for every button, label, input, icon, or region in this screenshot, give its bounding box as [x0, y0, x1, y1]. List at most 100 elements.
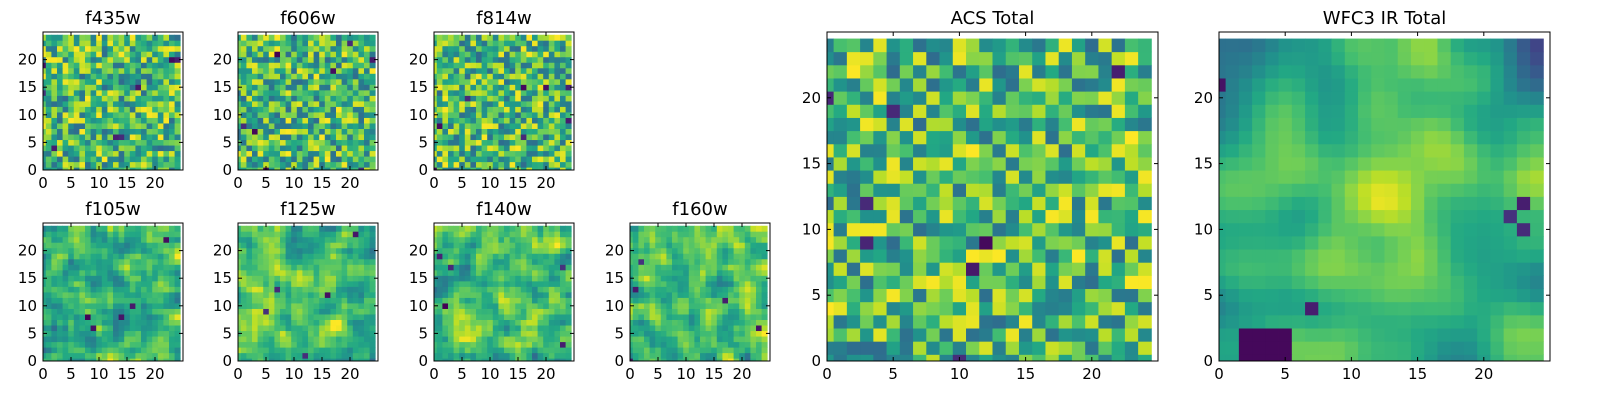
- heatmap-cell: [174, 247, 181, 254]
- heatmap-cell: [68, 292, 75, 298]
- heatmap-cell: [442, 258, 449, 265]
- heatmap-cell: [369, 264, 376, 271]
- heatmap-cell: [476, 145, 482, 152]
- heatmap-cell: [733, 314, 740, 320]
- heatmap-cell: [532, 89, 538, 96]
- x-tick-label: 0: [38, 365, 48, 383]
- heatmap-cell: [246, 128, 253, 135]
- heatmap-cell: [330, 280, 337, 287]
- heatmap-cell: [43, 352, 47, 359]
- heatmap-cell: [352, 297, 359, 304]
- heatmap-cell: [481, 325, 488, 332]
- heatmap-cell: [632, 236, 639, 243]
- heatmap-cell: [57, 236, 63, 243]
- heatmap-cell: [672, 325, 678, 332]
- heatmap-cell: [113, 225, 119, 232]
- heatmap-cell: [436, 330, 443, 337]
- heatmap-cell: [135, 286, 142, 293]
- heatmap-cell: [716, 330, 723, 337]
- heatmap-cell: [135, 275, 142, 282]
- heatmap-cell: [873, 275, 887, 290]
- heatmap-cell: [369, 325, 376, 332]
- heatmap-cell: [448, 336, 454, 343]
- heatmap-cell: [464, 101, 471, 107]
- heatmap-cell: [442, 112, 449, 118]
- heatmap-cell: [364, 117, 370, 124]
- heatmap-cell: [157, 242, 164, 249]
- heatmap-cell: [649, 319, 656, 326]
- heatmap-cell: [62, 161, 69, 168]
- heatmap-cell: [246, 247, 253, 254]
- heatmap-cell: [336, 67, 342, 74]
- heatmap-cell: [174, 40, 181, 47]
- heatmap-cell: [68, 161, 75, 168]
- heatmap-cell: [442, 128, 449, 135]
- heatmap-cell: [113, 303, 119, 309]
- heatmap-cell: [163, 269, 170, 276]
- heatmap-cell: [268, 242, 275, 249]
- heatmap-cell: [62, 264, 69, 271]
- heatmap-cell: [141, 134, 147, 141]
- heatmap-cell: [532, 258, 538, 265]
- heatmap-cell: [520, 95, 527, 102]
- heatmap-cell: [672, 286, 678, 293]
- heatmap-cell: [68, 145, 75, 152]
- heatmap-cell: [756, 258, 762, 265]
- heatmap-cell: [240, 303, 247, 309]
- heatmap-cell: [448, 117, 454, 124]
- heatmap-cell: [85, 156, 91, 163]
- heatmap-cell: [336, 297, 342, 304]
- heatmap-cell: [169, 264, 175, 271]
- heatmap-cell: [476, 275, 482, 282]
- heatmap-cell: [1124, 341, 1139, 355]
- heatmap-cell: [257, 319, 264, 326]
- heatmap-cell: [146, 308, 153, 315]
- heatmap-cell: [319, 280, 326, 287]
- heatmap-cell: [481, 231, 488, 238]
- heatmap-cell: [560, 62, 566, 69]
- heatmap-cell: [341, 336, 348, 343]
- heatmap-cell: [341, 167, 348, 171]
- heatmap-cell: [358, 156, 365, 163]
- heatmap-cell: [683, 347, 690, 354]
- heatmap-cell: [860, 301, 874, 316]
- heatmap-cell: [246, 258, 253, 265]
- heatmap-cell: [509, 117, 516, 124]
- heatmap-cell: [163, 286, 170, 293]
- heatmap-cell: [548, 84, 555, 91]
- heatmap-cell: [330, 89, 337, 96]
- heatmap-cell: [163, 156, 170, 163]
- heatmap-cell: [296, 297, 303, 304]
- heatmap-cell: [761, 253, 768, 260]
- heatmap-cell: [135, 264, 142, 271]
- heatmap-cell: [520, 275, 527, 282]
- heatmap-cell: [324, 128, 331, 135]
- heatmap-cell: [174, 286, 181, 293]
- heatmap-cell: [750, 347, 757, 354]
- heatmap-cell: [124, 134, 131, 141]
- heatmap-cell: [660, 225, 667, 232]
- heatmap-cell: [520, 236, 527, 243]
- heatmap-cell: [705, 352, 712, 359]
- heatmap-cell: [90, 269, 97, 276]
- heatmap-cell: [252, 84, 258, 91]
- heatmap-cell: [135, 225, 142, 232]
- heatmap-cell: [1138, 209, 1152, 224]
- heatmap-cell: [543, 236, 550, 243]
- heatmap-cell: [274, 84, 281, 91]
- heatmap-cell: [1045, 301, 1060, 316]
- heatmap-cell: [630, 280, 634, 287]
- heatmap-cell: [722, 330, 729, 337]
- heatmap-cell: [733, 341, 740, 348]
- heatmap-cell: [660, 286, 667, 293]
- heatmap-cell: [560, 89, 566, 96]
- heatmap-cell: [135, 84, 142, 91]
- heatmap-cell: [308, 303, 314, 309]
- heatmap-cell: [453, 264, 460, 271]
- heatmap-cell: [509, 286, 516, 293]
- heatmap-cell: [330, 101, 337, 107]
- heatmap-cell: [296, 319, 303, 326]
- heatmap-cell: [509, 45, 516, 52]
- heatmap-cell: [157, 330, 164, 337]
- heatmap-cell: [341, 40, 348, 47]
